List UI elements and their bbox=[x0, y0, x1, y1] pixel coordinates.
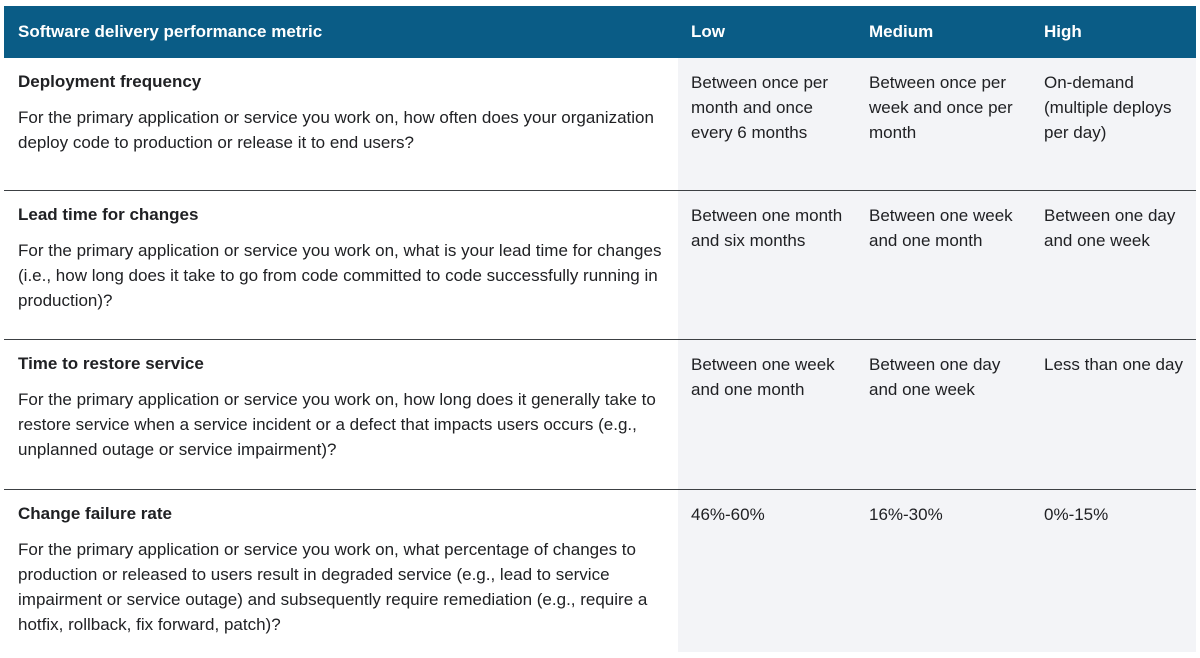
medium-cell: Between one day and one week bbox=[869, 355, 1001, 399]
table-row: Time to restore service For the primary … bbox=[4, 340, 1196, 490]
low-cell: Between one month and six months bbox=[691, 206, 843, 250]
table-body: Deployment frequency For the primary app… bbox=[4, 58, 1196, 652]
high-cell: Between one day and one week bbox=[1044, 206, 1176, 250]
medium-cell: Between once per week and once per month bbox=[869, 73, 1013, 142]
header-metric: Software delivery performance metric bbox=[18, 22, 323, 41]
metric-title: Deployment frequency bbox=[18, 72, 202, 91]
table-row: Lead time for changes For the primary ap… bbox=[4, 191, 1196, 340]
metric-cell: Change failure rate For the primary appl… bbox=[4, 490, 678, 652]
table-header: Software delivery performance metric Low… bbox=[4, 6, 1196, 58]
header-medium: Medium bbox=[869, 22, 934, 41]
metric-cell: Deployment frequency For the primary app… bbox=[4, 58, 678, 190]
metric-title: Lead time for changes bbox=[18, 205, 199, 224]
metric-title: Time to restore service bbox=[18, 354, 204, 373]
high-cell: On-demand (multiple deploys per day) bbox=[1044, 73, 1172, 142]
header-high: High bbox=[1044, 22, 1082, 41]
metric-title: Change failure rate bbox=[18, 504, 172, 523]
low-cell: 46%-60% bbox=[691, 505, 765, 524]
metric-cell: Lead time for changes For the primary ap… bbox=[4, 191, 678, 339]
metric-description: For the primary application or service y… bbox=[18, 241, 662, 310]
metric-description: For the primary application or service y… bbox=[18, 108, 654, 152]
medium-cell: Between one week and one month bbox=[869, 206, 1013, 250]
medium-cell: 16%-30% bbox=[869, 505, 943, 524]
table-row: Deployment frequency For the primary app… bbox=[4, 58, 1196, 191]
low-cell: Between once per month and once every 6 … bbox=[691, 73, 829, 142]
low-cell: Between one week and one month bbox=[691, 355, 835, 399]
performance-columns-background bbox=[678, 58, 1196, 652]
metric-description: For the primary application or service y… bbox=[18, 390, 656, 459]
header-low: Low bbox=[691, 22, 725, 41]
metrics-table: Software delivery performance metric Low… bbox=[4, 6, 1196, 652]
metric-cell: Time to restore service For the primary … bbox=[4, 340, 678, 489]
metric-description: For the primary application or service y… bbox=[18, 540, 648, 634]
high-cell: Less than one day bbox=[1044, 355, 1183, 374]
table-row: Change failure rate For the primary appl… bbox=[4, 490, 1196, 652]
high-cell: 0%-15% bbox=[1044, 505, 1109, 524]
